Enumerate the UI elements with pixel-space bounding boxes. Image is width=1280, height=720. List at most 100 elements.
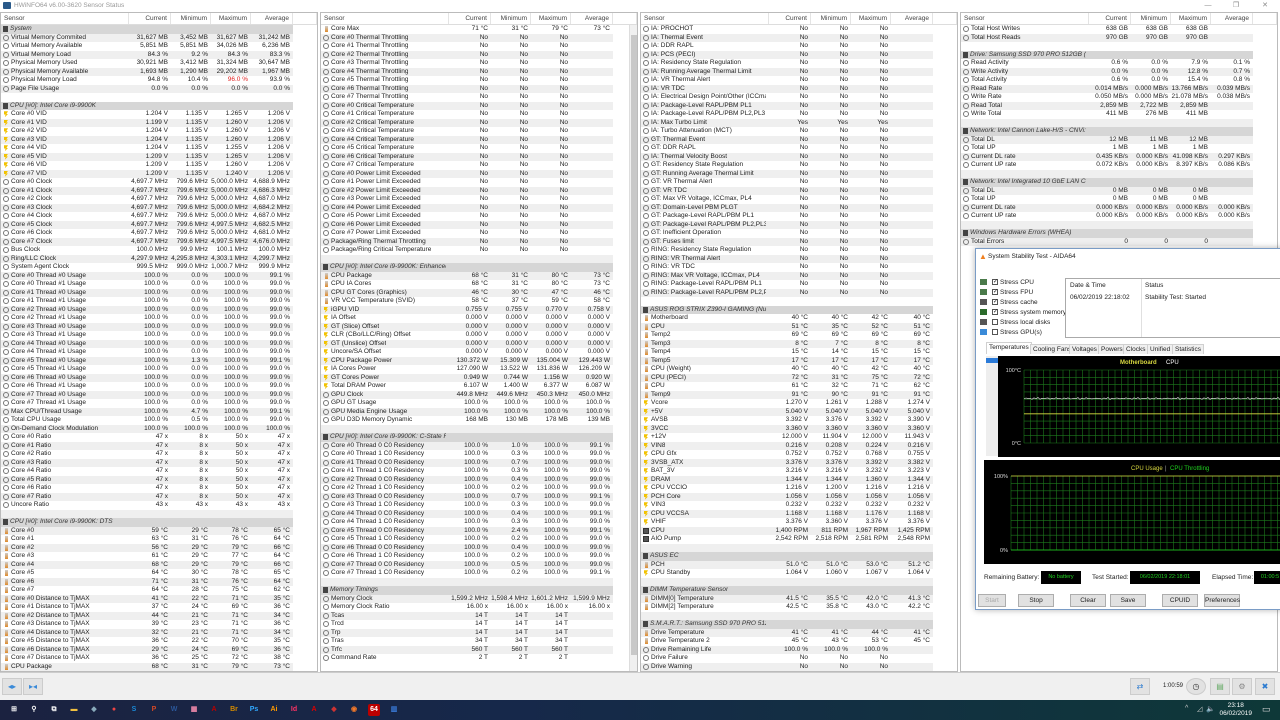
sensor-row[interactable]: Core #7 Thread #1 Usage 100.0 % 0.0 % 100.0…: [1, 399, 317, 408]
sensor-row[interactable]: Core #5 Distance to TjMAX 36 °C 22 °C 70 °C…: [1, 637, 317, 646]
sensor-row[interactable]: Core #0 59 °C 29 °C 78 °C 65 °C: [1, 526, 317, 535]
sensor-row[interactable]: IA: Thermal Velocity Boost No No No: [641, 152, 957, 161]
sensor-row[interactable]: Core #5 Power Limit Exceeded No No No: [321, 212, 637, 221]
sensor-row[interactable]: IA: Thermal Event No No No: [641, 33, 957, 42]
sensor-row[interactable]: IA: Residency State Regulation No No No: [641, 59, 957, 68]
sensor-row[interactable]: Drive Temperature 41 °C 41 °C 44 °C 41 °C: [641, 628, 957, 637]
sensor-row[interactable]: GT: Domain-Level PBM PLGT No No No: [641, 203, 957, 212]
sensor-row[interactable]: Physical Memory Used 30,921 MB 3,412 MB 31,…: [1, 59, 317, 68]
sensor-row[interactable]: CPU IA Cores 68 °C 31 °C 80 °C 73 °C: [321, 280, 637, 289]
sensor-row[interactable]: Total CPU Usage 100.0 % 0.5 % 100.0 % 99.0 %: [1, 416, 317, 425]
network-tray-icon[interactable]: ◿: [1197, 706, 1203, 713]
sensor-row[interactable]: IA: Package-Level RAPL/PBM PL1 No No No: [641, 101, 957, 110]
sensor-row[interactable]: Core #0 Clock 4,697.7 MHz 799.6 MHz 5,000.0…: [1, 178, 317, 187]
sensor-group-header[interactable]: CPU [#0]: Intel Core i9-9900K: DTS: [1, 518, 317, 527]
sensor-row[interactable]: IA Offset 0.000 V 0.000 V 0.000 V 0.000 V: [321, 314, 637, 323]
sensor-group-header[interactable]: Network: Intel Cannon Lake-H/S - CNVi: W…: [961, 127, 1277, 136]
sensor-row[interactable]: CPU 51 °C 35 °C 52 °C 51 °C: [641, 322, 957, 331]
sensor-row[interactable]: Core #4 VID 1.204 V 1.135 V 1.255 V 1.206 V: [1, 144, 317, 153]
sensor-row[interactable]: CPU VCCSA 1.168 V 1.168 V 1.176 V 1.168 V: [641, 509, 957, 518]
column-header-minimum[interactable]: Minimum: [171, 13, 211, 24]
sensor-row[interactable]: Core #2 Thermal Throttling No No No: [321, 50, 637, 59]
sensor-row[interactable]: Core #3 Thread #0 Usage 100.0 % 0.0 % 100.0…: [1, 322, 317, 331]
sensor-row[interactable]: Core #2 Critical Temperature No No No: [321, 118, 637, 127]
taskbar-network-app-icon[interactable]: ◆: [91, 706, 97, 713]
column-header-maximum[interactable]: Maximum: [211, 13, 251, 24]
taskbar-acrobat-icon[interactable]: A: [211, 706, 217, 713]
sensor-row[interactable]: Core Max 71 °C 31 °C 79 °C 73 °C: [321, 25, 637, 34]
sensor-row[interactable]: DRAM 1.344 V 1.344 V 1.360 V 1.344 V: [641, 475, 957, 484]
taskbar-photoshop-icon[interactable]: Ps: [249, 706, 259, 713]
sensor-row[interactable]: Write Rate 0.050 MB/s 0.000 MB/s 21.078 MB/…: [961, 93, 1277, 102]
sensor-row[interactable]: Core #1 Thread 0 C0 Residency 100.0 % 0.7 …: [321, 458, 637, 467]
column-header-minimum[interactable]: Minimum: [491, 13, 531, 24]
sensor-row[interactable]: Core #0 Thread 1 C0 Residency 100.0 % 0.3 …: [321, 450, 637, 459]
sensor-row[interactable]: Core #1 Power Limit Exceeded No No No: [321, 178, 637, 187]
sensor-row[interactable]: Core #7 Thread 1 C0 Residency 100.0 % 0.2 …: [321, 569, 637, 578]
sensor-row[interactable]: Core #0 Distance to TjMAX 41 °C 22 °C 71 °C…: [1, 594, 317, 603]
sensor-row[interactable]: Core #4 Power Limit Exceeded No No No: [321, 203, 637, 212]
sensor-row[interactable]: Temp3 8 °C 7 °C 8 °C 8 °C: [641, 339, 957, 348]
sensor-row[interactable]: RING: Max VR Voltage, ICCmax, PL4 No No No: [641, 271, 957, 280]
sensor-row[interactable]: GT (Slice) Offset 0.000 V 0.000 V 0.000 V 0.…: [321, 322, 637, 331]
sensor-row[interactable]: iGPU VID 0.755 V 0.755 V 0.770 V 0.758 V: [321, 305, 637, 314]
sensor-row[interactable]: VR VCC Temperature (SVID) 58 °C 37 °C 59 °C…: [321, 297, 637, 306]
sensor-row[interactable]: CPU 61 °C 32 °C 71 °C 62 °C: [641, 382, 957, 391]
exit-icon-button[interactable]: ✖: [1255, 678, 1275, 695]
sensor-row[interactable]: Core #1 Thermal Throttling No No No: [321, 42, 637, 51]
sensor-group-header[interactable]: CPU [#0]: Intel Core i9-9900K: C-State R…: [321, 433, 637, 442]
maximize-button[interactable]: ❐: [1232, 2, 1240, 9]
sensor-row[interactable]: DIMM[0] Temperature 41.5 °C 35.5 °C 42.0 °C…: [641, 594, 957, 603]
sensor-row[interactable]: Temp4 15 °C 14 °C 15 °C 15 °C: [641, 348, 957, 357]
sensor-row[interactable]: Core #0 VID 1.204 V 1.135 V 1.265 V 1.206 V: [1, 110, 317, 119]
sensor-row[interactable]: Core #1 Distance to TjMAX 37 °C 24 °C 69 °C…: [1, 603, 317, 612]
sensor-row[interactable]: DIMM[2] Temperature 42.5 °C 35.8 °C 43.0 °C…: [641, 603, 957, 612]
sensor-row[interactable]: Core #2 Thread #0 Usage 100.0 % 0.0 % 100.0…: [1, 305, 317, 314]
stress-option[interactable]: Stress local disks: [980, 319, 1066, 329]
sensor-row[interactable]: IA: Package-Level RAPL/PBM PL2,PL3 No No No: [641, 110, 957, 119]
sensor-row[interactable]: CPU Package 68 °C 31 °C 79 °C 73 °C: [1, 662, 317, 671]
column-header-average[interactable]: Average: [891, 13, 933, 24]
sensor-row[interactable]: Max CPU/Thread Usage 100.0 % 4.7 % 100.0 % 9…: [1, 407, 317, 416]
sensor-row[interactable]: GT: Thermal Event No No No: [641, 135, 957, 144]
sensor-row[interactable]: Core #7 Thread #0 Usage 100.0 % 0.0 % 100.0…: [1, 390, 317, 399]
taskbar-hwinfo-icon[interactable]: ▥: [390, 706, 398, 713]
sensor-group-header[interactable]: ASUS ROG STRIX Z390-I GAMING (Nuvoton NC…: [641, 305, 957, 314]
sensor-row[interactable]: Core #7 Thermal Throttling No No No: [321, 93, 637, 102]
column-header-average[interactable]: Average: [251, 13, 293, 24]
sensor-row[interactable]: Core #4 Thread #0 Usage 100.0 % 0.0 % 100.0…: [1, 339, 317, 348]
sensor-row[interactable]: Core #5 Thread 1 C0 Residency 100.0 % 0.2 …: [321, 535, 637, 544]
taskbar-color-app-icon[interactable]: ▦: [190, 706, 198, 713]
sensor-row[interactable]: GT: Package-Level RAPL/PBM PL1 No No No: [641, 212, 957, 221]
sensor-row[interactable]: BAT_3V 3.216 V 3.216 V 3.232 V 3.223 V: [641, 467, 957, 476]
clock-icon-button[interactable]: ◷: [1186, 678, 1206, 695]
sensor-row[interactable]: Core #1 63 °C 31 °C 76 °C 64 °C: [1, 535, 317, 544]
sensor-row[interactable]: +5V 5.040 V 5.040 V 5.040 V 5.040 V: [641, 407, 957, 416]
sensor-row[interactable]: GT: VR TDC No No No: [641, 186, 957, 195]
sensor-row[interactable]: Motherboard 40 °C 40 °C 42 °C 40 °C: [641, 314, 957, 323]
taskbar-skype-icon[interactable]: S: [131, 706, 137, 713]
sensor-row[interactable]: Core #4 Thread #1 Usage 100.0 % 0.0 % 100.0…: [1, 348, 317, 357]
sensor-row[interactable]: GT: Residency State Regulation No No No: [641, 161, 957, 170]
sensor-row[interactable]: RING: Residency State Regulation No No No: [641, 246, 957, 255]
sensor-row[interactable]: Current DL rate 0.435 KB/s 0.000 KB/s 41.09…: [961, 152, 1277, 161]
stress-checkbox[interactable]: [992, 329, 998, 336]
stress-checkbox[interactable]: ✓: [992, 289, 999, 296]
stress-checkbox[interactable]: ✓: [992, 309, 999, 316]
sensor-row[interactable]: GT: Inefficient Operation No No No: [641, 229, 957, 238]
sensor-row[interactable]: Core #3 61 °C 29 °C 77 °C 64 °C: [1, 552, 317, 561]
sensor-row[interactable]: Current DL rate 0.000 KB/s 0.000 KB/s 0.000…: [961, 203, 1277, 212]
sensor-row[interactable]: GT: Fuses limit No No No: [641, 237, 957, 246]
sensor-row[interactable]: Core #0 Thread 0 C0 Residency 100.0 % 1.0 …: [321, 441, 637, 450]
sensor-group-header[interactable]: Memory Timings: [321, 586, 637, 595]
sensor-row[interactable]: Uncore Ratio 43 x 43 x 43 x 43 x: [1, 501, 317, 510]
taskbar-aida64-icon[interactable]: 64: [368, 704, 380, 716]
sensor-row[interactable]: Core #2 Thread 1 C0 Residency 100.0 % 0.2 …: [321, 484, 637, 493]
sensor-row[interactable]: Core #0 Thread #0 Usage 100.0 % 0.0 % 100.0…: [1, 271, 317, 280]
